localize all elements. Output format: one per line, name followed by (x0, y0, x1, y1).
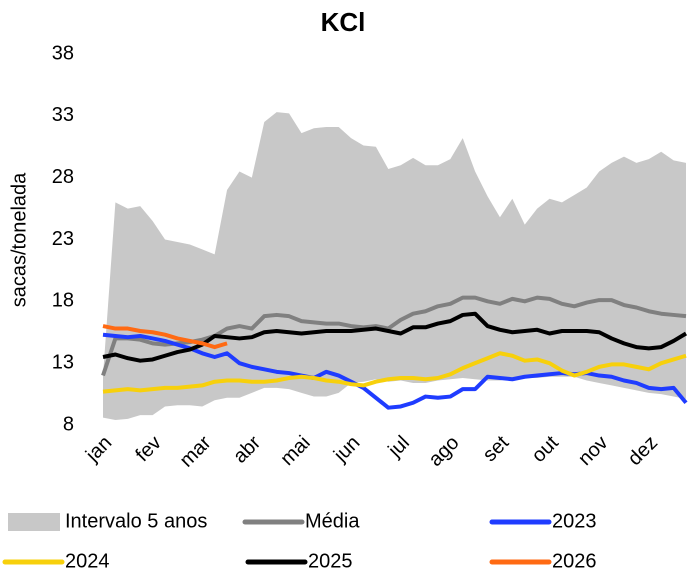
legend-label: Intervalo 5 anos (65, 510, 207, 532)
range-band (103, 112, 686, 421)
legend-label: 2024 (65, 550, 110, 572)
legend-swatch (8, 513, 60, 531)
y-axis-label: sacas/tonelada (8, 172, 30, 307)
chart-title: KCl (321, 7, 366, 37)
legend-label: 2025 (308, 550, 353, 572)
y-tick-label: 8 (63, 413, 74, 435)
series-line (102, 351, 687, 394)
x-tick-label: ago (424, 432, 463, 471)
x-tick-label: jan (81, 432, 116, 467)
legend-label: 2023 (552, 510, 597, 532)
x-tick-label: fev (131, 432, 165, 466)
y-tick-label: 23 (52, 228, 74, 250)
x-tick-label: dez (624, 432, 662, 470)
y-tick-label: 13 (52, 351, 74, 373)
x-tick-label: nov (574, 432, 612, 470)
y-tick-label: 18 (52, 290, 74, 312)
x-tick-label: jul (384, 432, 414, 462)
series-line (102, 332, 688, 410)
x-tick-label: out (528, 431, 564, 467)
x-tick-label: jun (329, 432, 364, 467)
legend-label: Média (305, 510, 360, 532)
y-tick-label: 38 (52, 42, 74, 64)
x-tick-label: abr (229, 431, 265, 467)
x-tick-label: set (479, 431, 514, 466)
x-tick-label: mai (276, 432, 314, 470)
y-tick-label: 28 (52, 166, 74, 188)
legend-label: 2026 (552, 550, 597, 572)
series-line (102, 324, 228, 350)
series-line (102, 311, 688, 363)
series-line (101, 295, 687, 377)
x-tick-label: mar (176, 431, 216, 471)
y-tick-label: 33 (52, 104, 74, 126)
